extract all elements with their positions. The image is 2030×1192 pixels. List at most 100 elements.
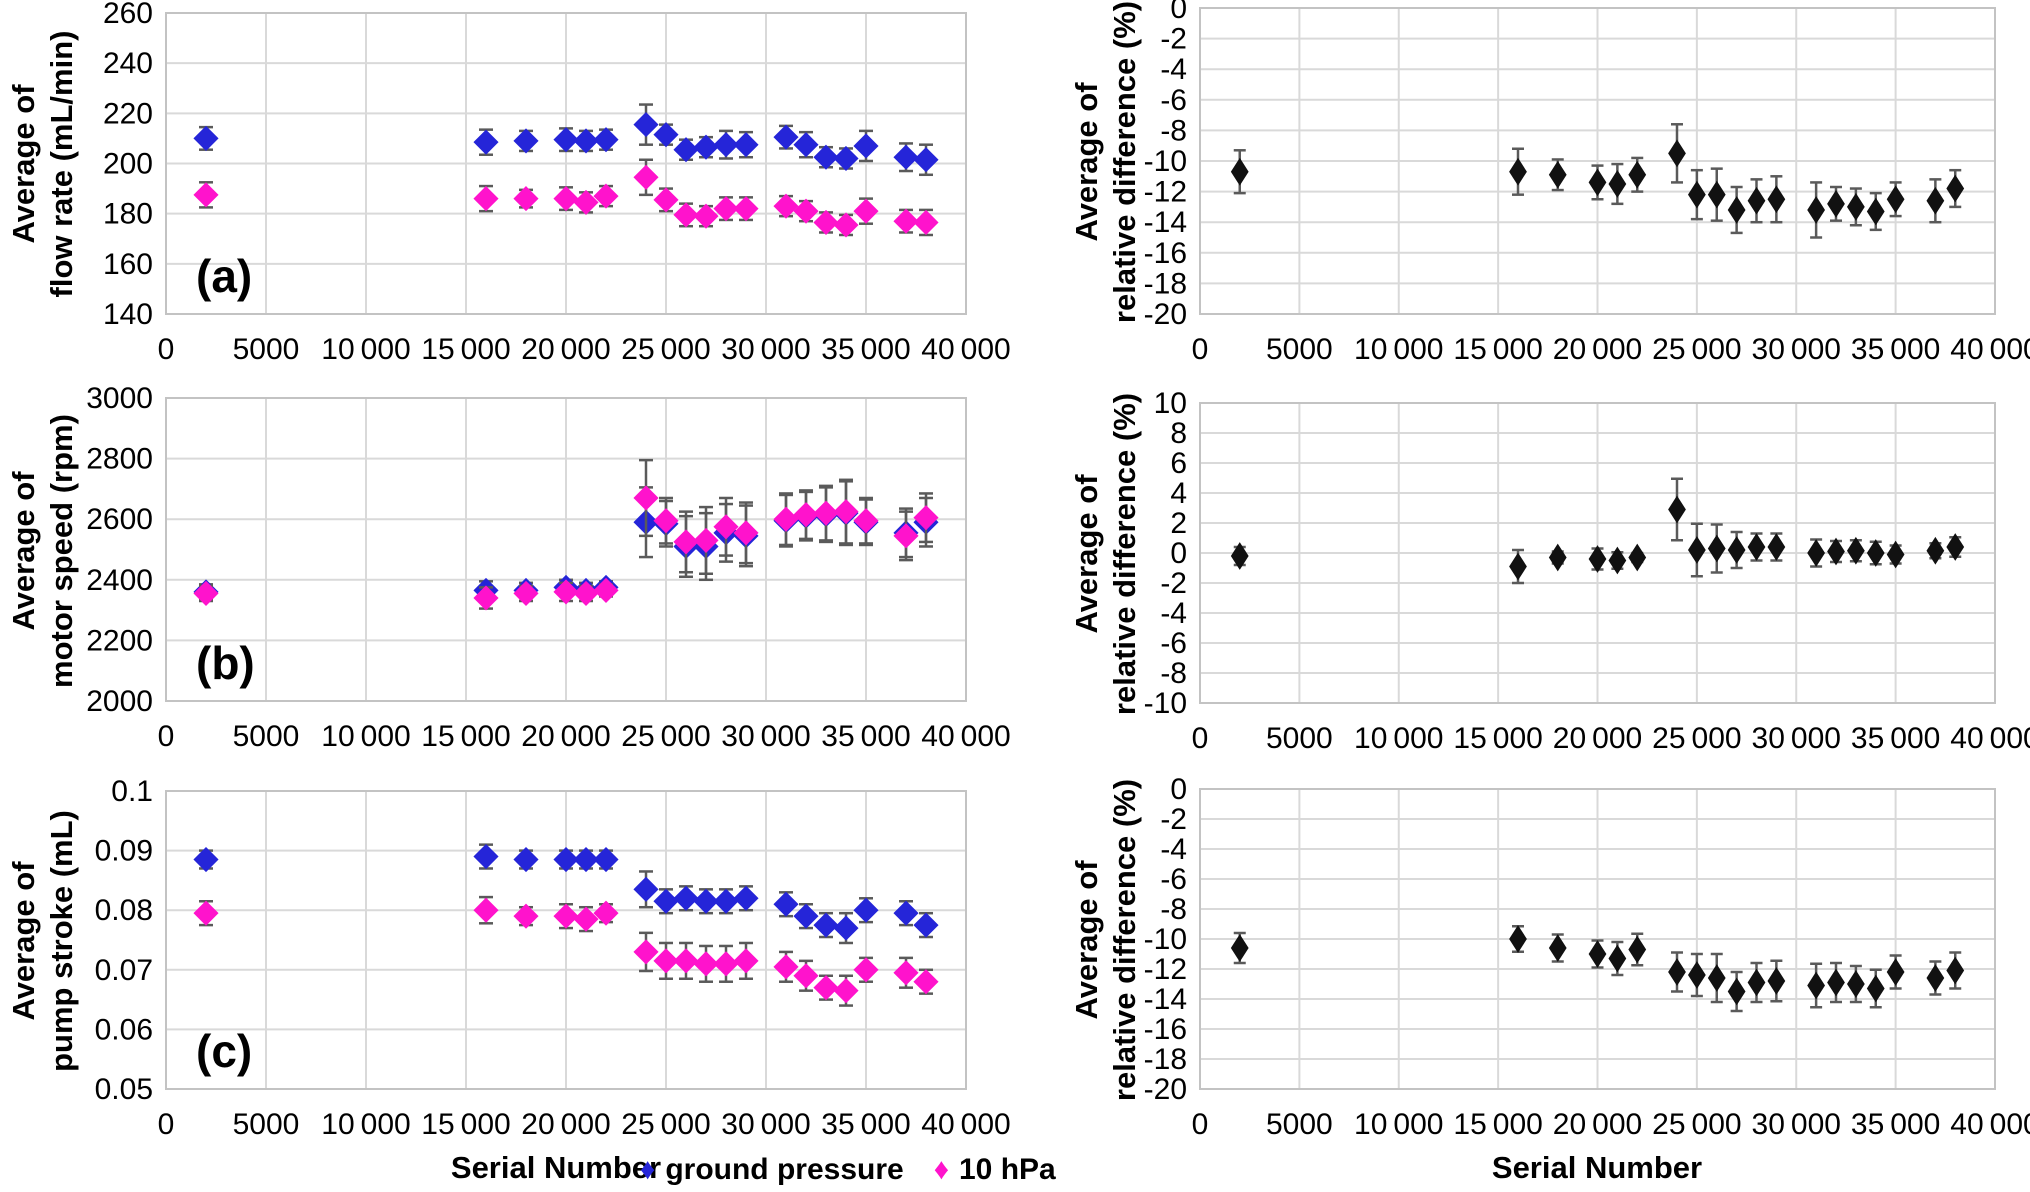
x-tick-label: 5000 (233, 333, 300, 366)
data-point-diamond (793, 903, 819, 929)
markers (193, 843, 939, 941)
data-point-diamond (733, 885, 759, 911)
x-tick-label: 40 000 (1950, 722, 2030, 755)
y-tick-label: -4 (1160, 53, 1187, 86)
y-tick-label: -12 (1144, 176, 1187, 209)
y-tick-labels: 0-2-4-6-8-10-12-14-16-18-20 (1144, 773, 1187, 1106)
data-point-diamond (1946, 533, 1965, 561)
data-point-diamond (193, 580, 219, 606)
data-point-diamond (633, 112, 659, 138)
data-point-diamond (673, 529, 699, 555)
x-tick-label: 10 000 (321, 720, 410, 753)
data-point-diamond (1668, 958, 1686, 986)
data-point-diamond (1727, 977, 1746, 1006)
data-point-diamond (1866, 197, 1885, 226)
data-point-diamond (553, 846, 579, 873)
x-tick-label: 10 000 (1354, 722, 1443, 755)
data-point-diamond (693, 951, 719, 977)
y-tick-label: 2200 (86, 624, 153, 657)
data-point-diamond (893, 144, 919, 170)
data-point-diamond (473, 585, 499, 611)
data-point-diamond (1230, 542, 1249, 570)
plot-border (165, 397, 967, 702)
markers (193, 485, 939, 611)
y-tick-label: -8 (1160, 657, 1187, 690)
x-tick-label: 40 000 (1950, 1108, 2030, 1141)
data-point-diamond (1230, 157, 1249, 186)
y-tick-label: -2 (1160, 23, 1187, 56)
x-tick-label: 40 000 (1950, 333, 2030, 366)
x-tick-label: 25 000 (1652, 333, 1741, 366)
data-point-diamond (1807, 539, 1826, 567)
data-point-diamond (633, 876, 659, 902)
legend-label: 10 hPa (959, 1153, 1056, 1186)
data-point-diamond (1548, 543, 1567, 572)
x-tick-label: 25 000 (621, 333, 710, 366)
data-point-diamond (1807, 196, 1826, 224)
data-point-diamond (1509, 552, 1527, 581)
y-tick-labels: 0-2-4-6-8-10-12-14-16-18-20 (1144, 0, 1187, 331)
data-point-diamond (1886, 958, 1905, 986)
data-point-diamond (733, 196, 759, 222)
y-tick-label: 160 (103, 248, 153, 281)
data-point-diamond (893, 960, 919, 986)
plot-border (1199, 788, 1996, 1090)
data-point-diamond (673, 885, 699, 911)
data-point-diamond (1588, 168, 1607, 197)
y-tick-label: -4 (1160, 597, 1187, 630)
x-tick-label: 5000 (1266, 722, 1333, 755)
y-tick-label: 2800 (86, 443, 153, 476)
data-point-diamond (833, 145, 859, 172)
data-point-diamond (593, 900, 619, 926)
data-point-diamond (1687, 961, 1706, 989)
series-relative-difference (1230, 477, 1965, 585)
y-tick-label: -16 (1144, 1013, 1187, 1046)
x-tick-label: 35 000 (1851, 333, 1940, 366)
data-point-diamond (473, 186, 499, 212)
data-point-diamond (813, 209, 839, 236)
data-point-diamond (573, 846, 599, 873)
gridlines (166, 398, 966, 701)
y-tick-label: 180 (103, 198, 153, 231)
data-point-diamond (1926, 536, 1945, 565)
data-point-diamond (653, 508, 679, 534)
x-tick-label: 30 000 (1752, 722, 1841, 755)
data-point-diamond (1608, 944, 1627, 973)
data-point-diamond (573, 580, 599, 606)
y-tick-label: 2600 (86, 503, 153, 536)
gridlines (1200, 8, 1995, 314)
y-tick-label: -8 (1160, 893, 1187, 926)
data-point-diamond (693, 888, 719, 914)
data-point-diamond (473, 897, 499, 923)
data-point-diamond (713, 132, 739, 158)
data-point-diamond (733, 132, 759, 158)
legend: ♦ ground pressure ♦ 10 hPa (640, 1153, 1086, 1187)
series-relative-difference (1230, 925, 1965, 1013)
data-point-diamond (1548, 934, 1567, 962)
data-point-diamond (513, 846, 539, 873)
y-tick-label: -2 (1160, 567, 1187, 600)
data-point-diamond (793, 963, 819, 989)
data-point-diamond (1628, 935, 1647, 964)
data-point-diamond (733, 948, 759, 974)
series-10-hPa (193, 158, 939, 238)
data-point-diamond (773, 891, 799, 917)
y-tick-label: -10 (1144, 923, 1187, 956)
x-tick-label: 5000 (233, 720, 300, 753)
data-point-diamond (193, 182, 219, 208)
data-point-diamond (633, 164, 659, 190)
data-point-diamond (513, 186, 539, 212)
x-tick-labels: 0 5000 10 000 15 000 20 000 25 000 30 000 35 00… (1192, 333, 2030, 366)
data-point-diamond (1548, 160, 1567, 189)
data-point-diamond (833, 978, 859, 1004)
markers (1230, 495, 1965, 581)
series-10-hPa (193, 895, 939, 1007)
y-axis-title-pump-stroke-reldiff: Average of relative difference (%) (1068, 710, 1146, 1170)
y-tick-labels: 3000 2800 2600 2400 2200 2000 (86, 382, 153, 718)
y-tick-label: 3000 (86, 382, 153, 415)
data-point-diamond (593, 127, 619, 153)
legend-item-10hpa: ♦ 10 hPa (934, 1153, 1056, 1187)
data-point-diamond (893, 523, 919, 549)
